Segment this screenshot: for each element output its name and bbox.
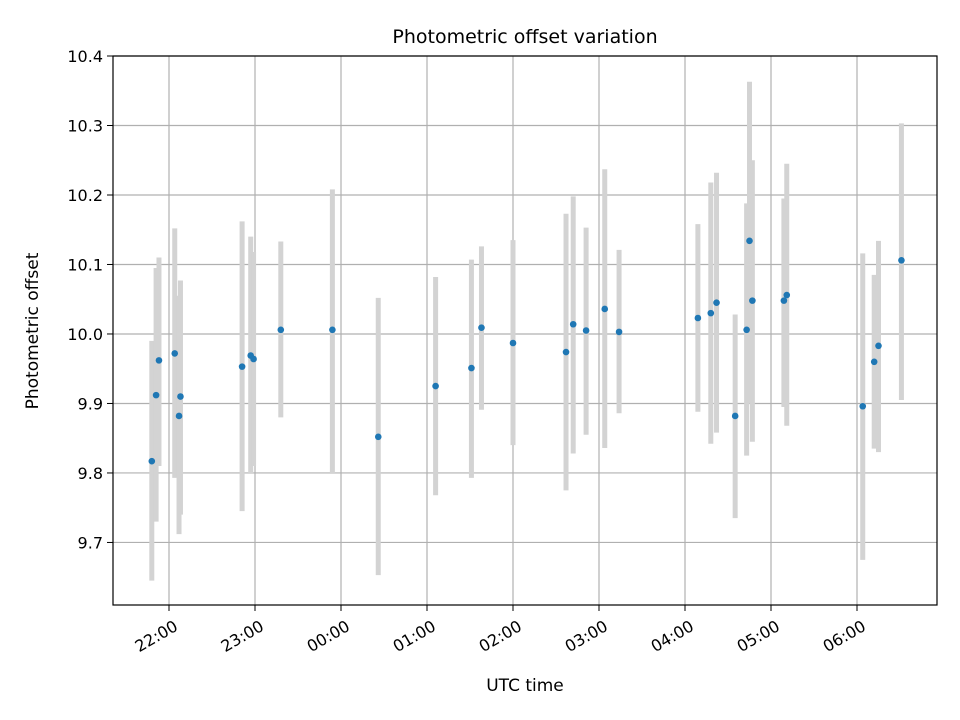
data-point: [175, 412, 183, 420]
y-axis-ticks: 9.7 9.8 9.9 10.0 10.1 10.2 10.3 10.4: [67, 47, 113, 552]
data-point: [749, 297, 756, 304]
data-point: [468, 364, 475, 372]
data-point: [562, 348, 570, 356]
x-axis-ticks: 22:00 23:00 00:00 01:00 02:00 03:00 04:00 05:00…: [132, 605, 869, 656]
data-point: [707, 309, 715, 317]
plot-frame: [112, 55, 938, 606]
y-tick-label: 10.1: [67, 255, 103, 274]
data-point: [478, 324, 485, 332]
data-point: [148, 457, 156, 465]
data-point: [875, 342, 882, 350]
data-point: [177, 393, 184, 400]
x-tick-label: 04:00: [648, 616, 697, 656]
data-point: [731, 412, 739, 420]
data-point: [152, 391, 160, 399]
data-point: [615, 328, 623, 336]
data-point: [250, 355, 257, 363]
x-axis-label: UTC time: [486, 676, 564, 696]
data-point: [783, 291, 791, 299]
data-point: [780, 297, 788, 304]
data-point: [870, 358, 878, 366]
data-point: [277, 326, 285, 334]
x-tick-label: 23:00: [218, 616, 267, 656]
data-point: [859, 402, 867, 410]
data-point: [238, 363, 246, 370]
x-tick-label: 01:00: [390, 616, 439, 656]
data-point: [743, 326, 750, 334]
y-tick-label: 10.3: [67, 116, 103, 135]
data-point: [746, 237, 753, 245]
data-point: [694, 314, 702, 322]
data-point: [432, 382, 439, 390]
grid-lines: [113, 55, 937, 605]
data-point: [569, 320, 577, 328]
data-point: [329, 326, 336, 334]
x-tick-label: 22:00: [132, 616, 181, 656]
data-point: [171, 350, 179, 357]
data-point: [374, 433, 382, 441]
chart-title: Photometric offset variation: [392, 26, 657, 48]
data-point: [898, 257, 905, 264]
y-tick-label: 10.2: [67, 186, 103, 205]
y-tick-label: 10.0: [67, 325, 103, 344]
y-tick-label: 9.7: [78, 533, 103, 552]
y-tick-label: 9.9: [78, 394, 103, 413]
y-tick-label: 10.4: [67, 47, 103, 66]
x-tick-label: 00:00: [304, 616, 353, 656]
x-tick-label: 03:00: [562, 616, 611, 656]
data-point: [155, 357, 163, 364]
error-bars: [149, 81, 904, 581]
x-tick-label: 02:00: [476, 616, 525, 656]
x-tick-label: 05:00: [734, 616, 783, 656]
x-tick-label: 06:00: [820, 616, 869, 656]
data-points: [148, 237, 905, 465]
data-point: [601, 305, 609, 313]
data-point: [509, 339, 517, 347]
data-point: [713, 299, 720, 307]
y-tick-label: 9.8: [78, 464, 103, 483]
y-axis-label: Photometric offset: [23, 252, 43, 409]
data-point: [582, 327, 590, 334]
